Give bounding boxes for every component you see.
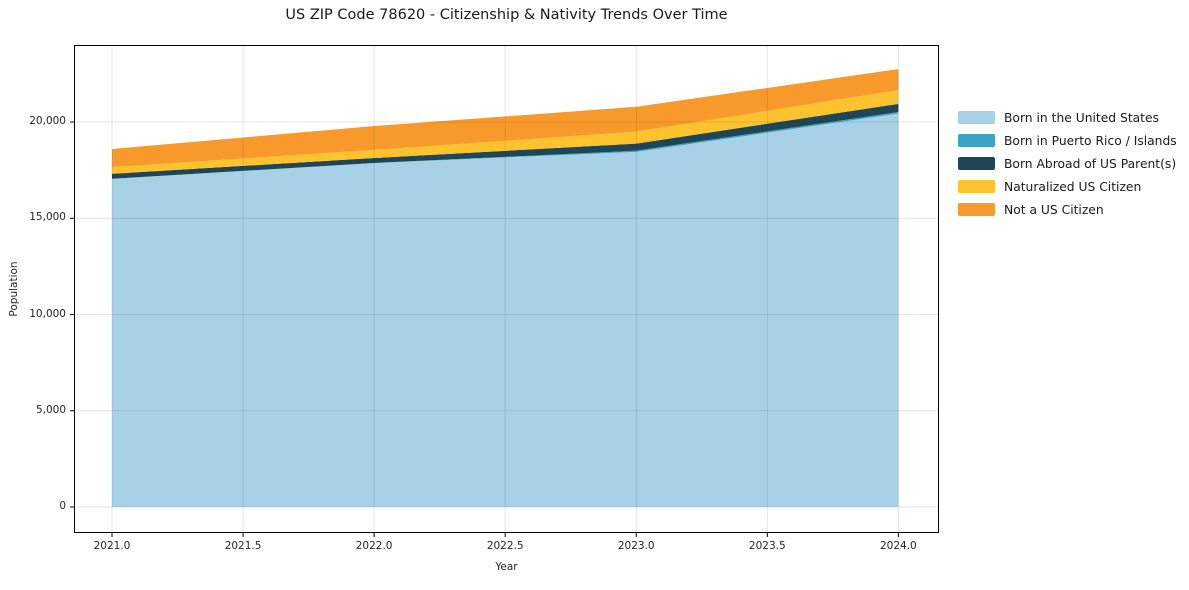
- x-tick-label: 2022.5: [486, 540, 524, 552]
- plot-border: [74, 45, 939, 533]
- area-series: [112, 69, 899, 168]
- x-tick-label: 2022.0: [355, 540, 393, 552]
- x-tick-label: 2023.0: [617, 540, 655, 552]
- legend-swatch: [958, 157, 995, 170]
- legend-label: Born in Puerto Rico / Islands: [1004, 133, 1177, 148]
- x-axis-label: Year: [495, 561, 518, 573]
- y-tick-label: 5,000: [35, 403, 66, 416]
- legend-swatch: [958, 111, 995, 124]
- legend-item: Born in Puerto Rico / Islands: [958, 129, 1177, 152]
- chart-title: US ZIP Code 78620 - Citizenship & Nativi…: [285, 7, 728, 23]
- legend-label: Not a US Citizen: [1004, 202, 1104, 217]
- x-tick-label: 2024.0: [879, 540, 917, 552]
- legend-swatch: [958, 134, 995, 147]
- legend-item: Born Abroad of US Parent(s): [958, 152, 1177, 175]
- legend-swatch: [958, 203, 995, 216]
- x-tick-label: 2021.5: [224, 540, 262, 552]
- plot-area: [70, 45, 939, 537]
- legend-label: Born in the United States: [1004, 110, 1159, 125]
- legend-label: Born Abroad of US Parent(s): [1004, 156, 1177, 171]
- legend-item: Born in the United States: [958, 106, 1177, 129]
- legend-item: Not a US Citizen: [958, 198, 1177, 221]
- area-series: [112, 90, 899, 174]
- y-tick-label: 0: [59, 500, 66, 512]
- y-tick-label: 15,000: [29, 211, 66, 224]
- x-tick-label: 2021.0: [93, 540, 131, 552]
- legend-label: Naturalized US Citizen: [1004, 179, 1142, 194]
- y-tick-label: 10,000: [29, 307, 66, 320]
- y-tick-label: 20,000: [29, 115, 66, 127]
- legend: Born in the United States Born in Puerto …: [958, 106, 1177, 221]
- area-series: [112, 113, 899, 508]
- x-tick-label: 2023.5: [748, 540, 786, 552]
- legend-item: Naturalized US Citizen: [958, 175, 1177, 198]
- area-series: [112, 103, 899, 179]
- legend-swatch: [958, 180, 995, 193]
